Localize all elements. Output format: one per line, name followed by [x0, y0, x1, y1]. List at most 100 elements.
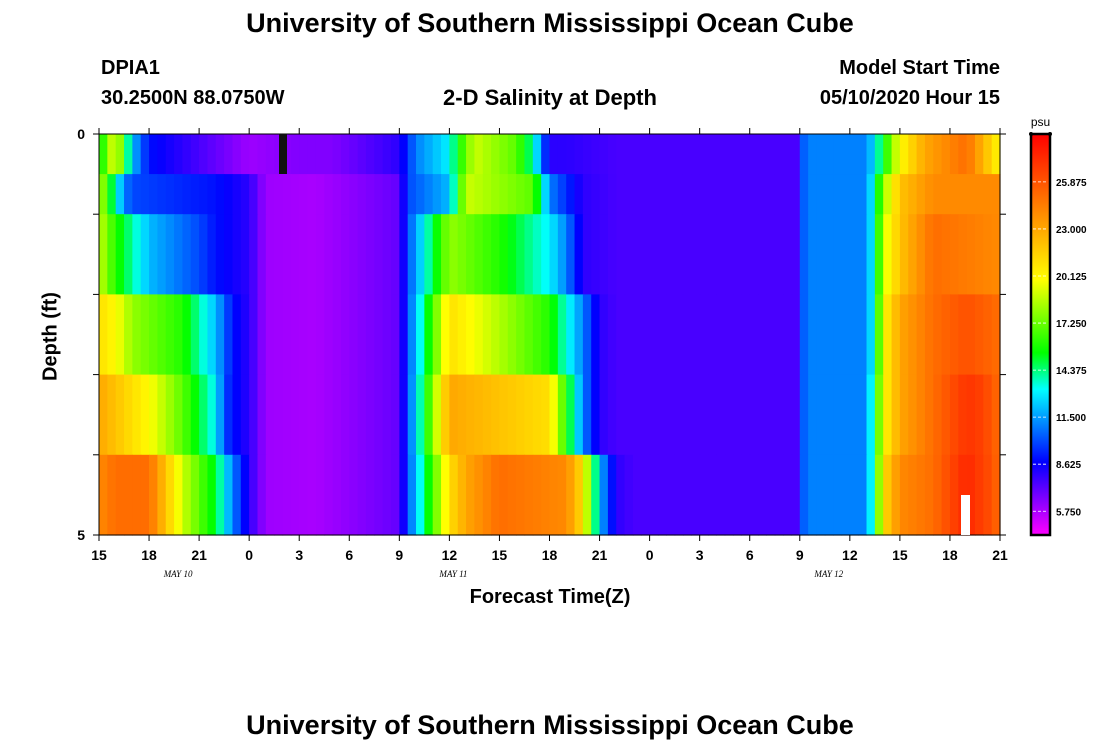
- heatmap-cell: [390, 174, 400, 215]
- heatmap-cell: [207, 134, 217, 175]
- heatmap-cell: [841, 374, 851, 456]
- heatmap-cell: [299, 374, 309, 456]
- heatmap-cell: [733, 294, 742, 376]
- heatmap-cell: [507, 454, 517, 536]
- heatmap-cell: [324, 374, 334, 456]
- heatmap-cell: [549, 214, 559, 295]
- heatmap-cell: [140, 454, 150, 536]
- heatmap-cell: [741, 294, 751, 376]
- heatmap-cell: [933, 294, 943, 376]
- heatmap-cell: [182, 174, 192, 215]
- heatmap-cell: [349, 174, 359, 215]
- heatmap-cell: [340, 374, 350, 456]
- heatmap-cell: [207, 214, 217, 295]
- x-tick-label: 6: [746, 547, 754, 563]
- heatmap-cell: [507, 294, 517, 376]
- heatmap-cell: [365, 454, 375, 536]
- heatmap-cell: [574, 174, 584, 215]
- heatmap-cell: [741, 374, 751, 456]
- heatmap-cell: [649, 174, 659, 215]
- x-tick-label: 9: [796, 547, 804, 563]
- heatmap-cell: [708, 294, 717, 376]
- heatmap-cell: [791, 134, 801, 175]
- heatmap-cell: [574, 294, 584, 376]
- heatmap-cell: [416, 174, 425, 215]
- heatmap-cell: [632, 374, 642, 456]
- heatmap-cell: [416, 134, 425, 175]
- heatmap-cell: [824, 134, 834, 175]
- heatmap-cell: [532, 174, 542, 215]
- heatmap-cell: [357, 174, 367, 215]
- colorbar-tick-label: 23.000: [1056, 225, 1087, 236]
- heatmap-cell: [799, 214, 809, 295]
- heatmap-cell: [516, 214, 526, 295]
- heatmap-cell: [149, 294, 158, 376]
- x-tick-label: 0: [646, 547, 654, 563]
- heatmap-cell: [758, 294, 767, 376]
- heatmap-cell: [449, 374, 459, 456]
- heatmap-cell: [657, 454, 667, 536]
- heatmap-cell: [849, 294, 859, 376]
- heatmap-cell: [799, 134, 809, 175]
- heatmap-cell: [199, 134, 209, 175]
- heatmap-cell: [966, 454, 976, 536]
- x-axis: 15 18 21 0 3 6 9 12 15 18 21 0 3 6 9 12 15 18 21 MAY 10 MAY …: [91, 128, 1008, 579]
- x-tick-label: 18: [141, 547, 157, 563]
- heatmap-cell: [991, 174, 1001, 215]
- heatmap-cell: [532, 294, 542, 376]
- heatmap-cell: [115, 294, 125, 376]
- heatmap-cell: [816, 174, 826, 215]
- heatmap-cell: [599, 214, 609, 295]
- heatmap-cell: [249, 454, 259, 536]
- heatmap-cell: [549, 374, 559, 456]
- heatmap-cell: [716, 374, 726, 456]
- heatmap-cell: [240, 454, 250, 536]
- heatmap-cell: [107, 294, 117, 376]
- heatmap-cell: [507, 174, 517, 215]
- heatmap-cell: [741, 454, 751, 536]
- heatmap-cell: [783, 174, 793, 215]
- heatmap-cell: [933, 174, 943, 215]
- heatmap-cell: [190, 134, 200, 175]
- heatmap-cell: [641, 374, 651, 456]
- heatmap-cell: [741, 134, 751, 175]
- heatmap-cell: [332, 374, 342, 456]
- heatmap-cell: [641, 454, 651, 536]
- heatmap-cell: [833, 134, 843, 175]
- heatmap-cell: [908, 294, 918, 376]
- heatmap-cell: [941, 374, 951, 456]
- heatmap-cell: [107, 454, 117, 536]
- heatmap-cell: [974, 134, 984, 175]
- heatmap-cell: [374, 374, 384, 456]
- heatmap-cell: [724, 214, 734, 295]
- heatmap-cell: [524, 454, 534, 536]
- heatmap-cell: [657, 374, 667, 456]
- heatmap-cell: [607, 214, 617, 295]
- x-tick-label: 21: [992, 547, 1008, 563]
- heatmap-cell: [891, 294, 901, 376]
- heatmap-cell: [616, 214, 626, 295]
- heatmap-cell: [416, 214, 425, 295]
- colorbar-tick-label: 11.500: [1056, 413, 1086, 424]
- heatmap-cell: [290, 134, 300, 175]
- heatmap-cell: [916, 214, 926, 295]
- heatmap-cell: [399, 374, 409, 456]
- heatmap-cell: [991, 134, 1001, 175]
- heatmap-cell: [808, 134, 818, 175]
- heatmap-cell: [949, 174, 959, 215]
- heatmap-cell: [816, 134, 826, 175]
- heatmap-cell: [407, 174, 417, 215]
- heatmap-cell: [758, 134, 767, 175]
- heatmap-cell: [908, 174, 918, 215]
- heatmap-cell: [215, 374, 225, 456]
- heatmap-cell: [916, 294, 926, 376]
- heatmap-cell: [941, 214, 951, 295]
- heatmap-cell: [332, 454, 342, 536]
- heatmap-cell: [991, 294, 1001, 376]
- heatmap-cell: [616, 134, 626, 175]
- heatmap-cell: [774, 294, 784, 376]
- heatmap-cell: [482, 134, 492, 175]
- heatmap-cell: [866, 134, 876, 175]
- heatmap-cell: [666, 134, 676, 175]
- heatmap-cell: [324, 134, 334, 175]
